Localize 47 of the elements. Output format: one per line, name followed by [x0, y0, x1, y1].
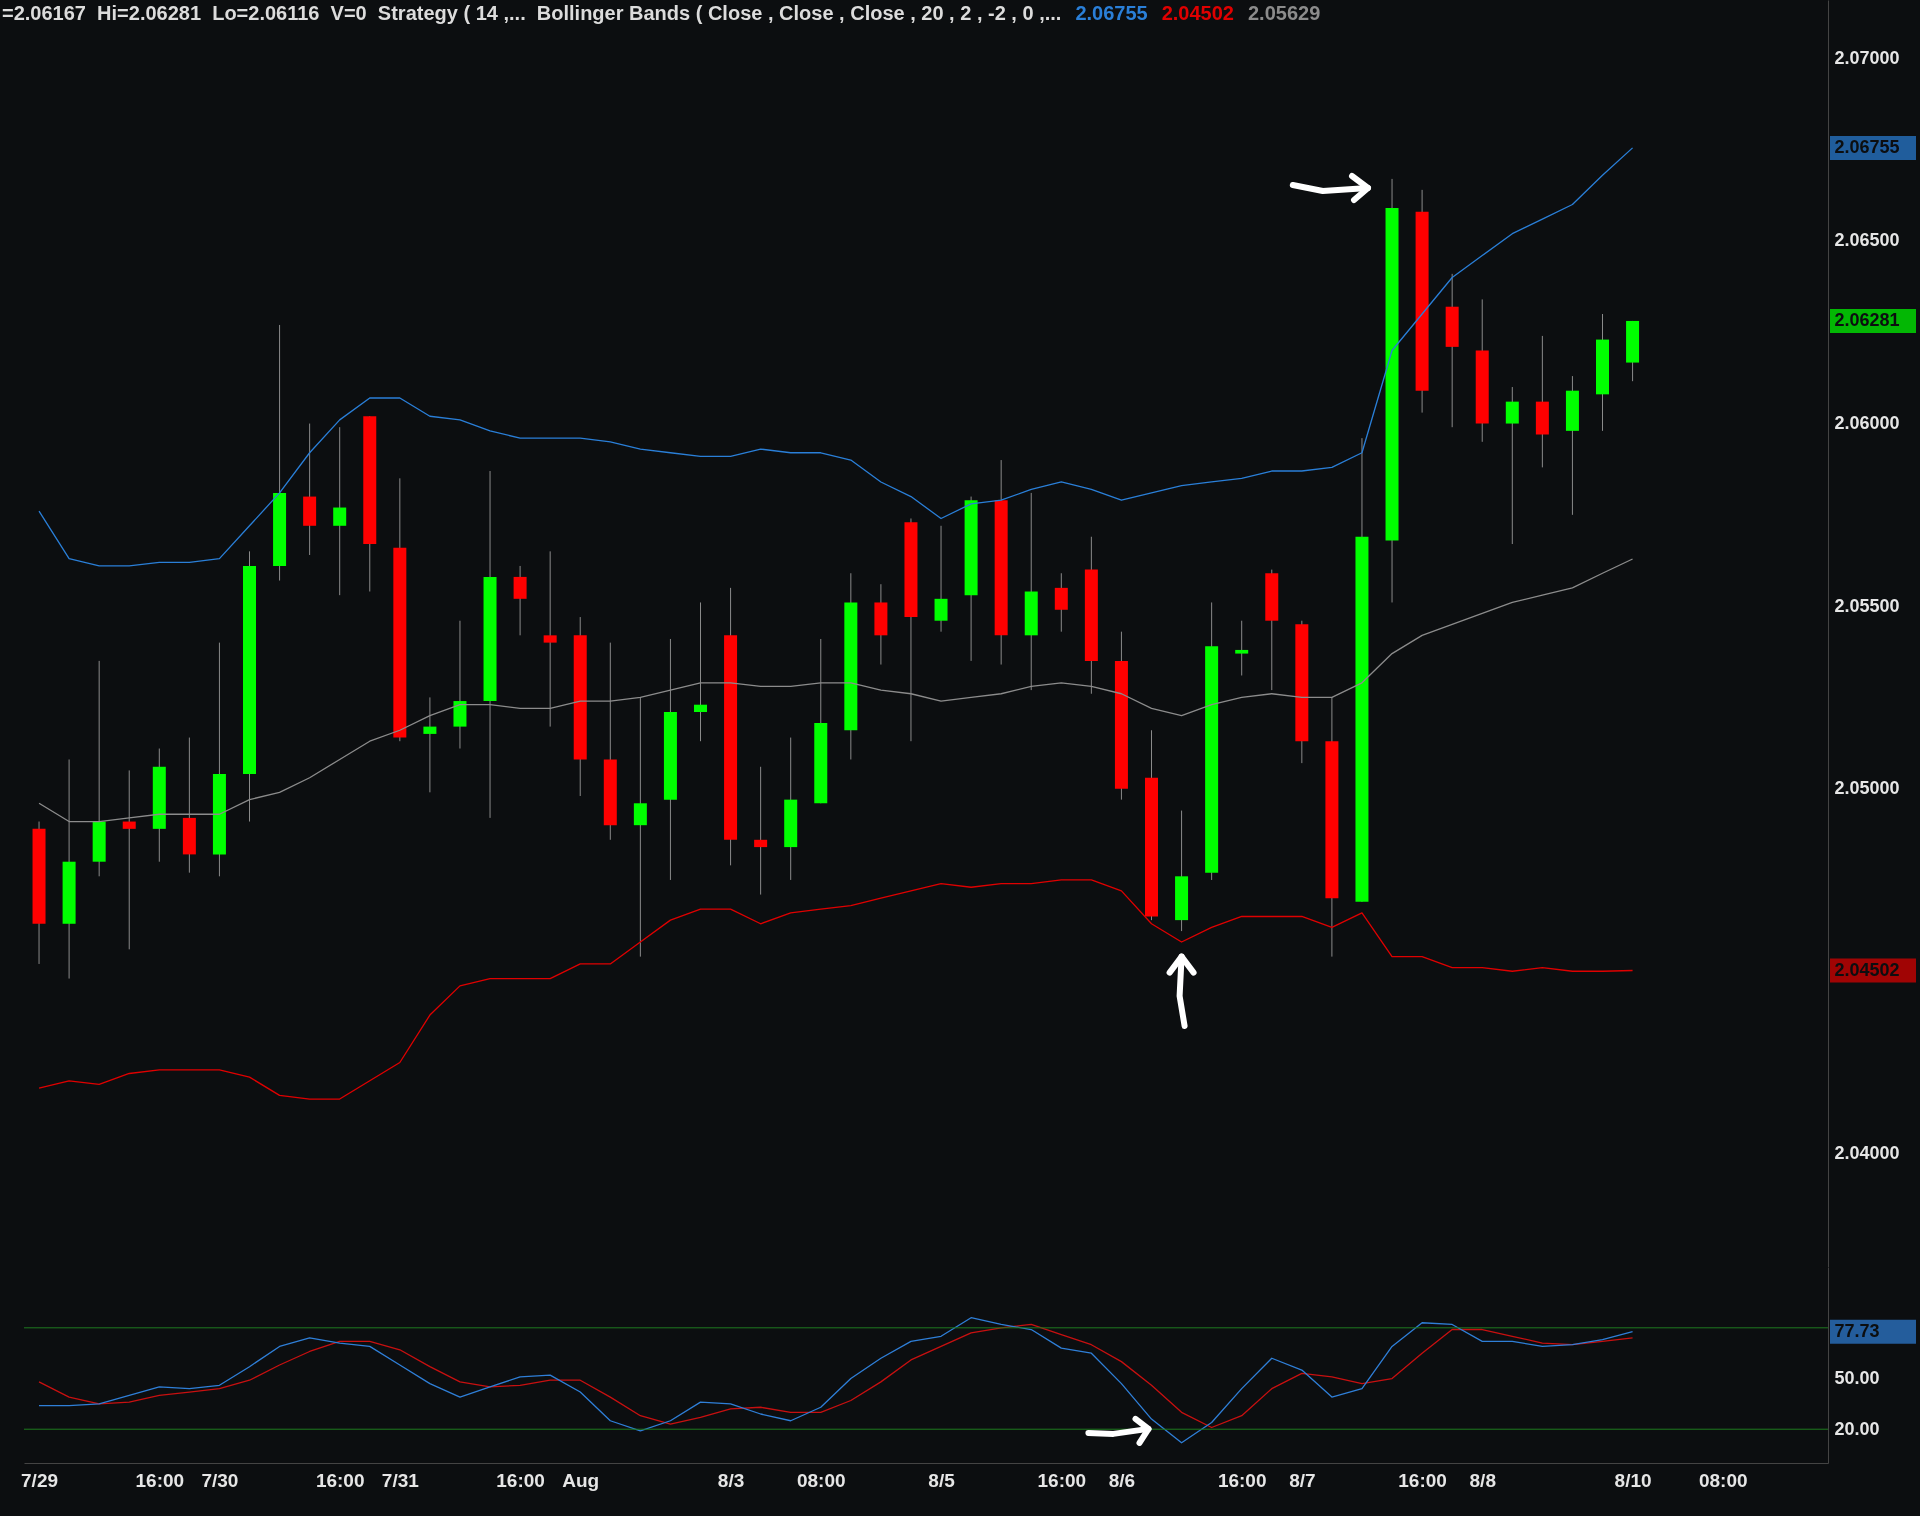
line-series	[38, 1323, 1634, 1429]
candlestick	[934, 525, 948, 633]
y-tick-label: 2.06500	[1834, 230, 1900, 251]
x-tick-label: 7/30	[201, 1469, 239, 1491]
x-tick-label: 08:00	[796, 1469, 846, 1491]
y-tick-label: 2.04000	[1834, 1143, 1900, 1164]
candlestick	[423, 696, 437, 793]
candlestick	[754, 766, 768, 896]
chart-title: =2.06167 Hi=2.06281 Lo=2.06116 V=0 Strategy ( 14 ,... Bollinger Bands ( Close , Close , Close , 20 , 2 , -2 , 0 ,...	[2, 2, 1062, 24]
text: 2.05629	[1247, 2, 1321, 24]
x-tick-label: 7/31	[381, 1469, 420, 1491]
candlestick	[513, 565, 527, 636]
y-tick-label: 2.06281	[1834, 310, 1900, 331]
x-tick-label: 16:00	[315, 1469, 365, 1491]
candlestick	[333, 426, 347, 596]
x-tick-label: 8/8	[1469, 1469, 1496, 1491]
x-tick-label: 8/7	[1289, 1469, 1316, 1491]
x-tick-label: 16:00	[1398, 1469, 1447, 1491]
x-tick-label: 16:00	[135, 1469, 185, 1491]
y-tick-label: 20.00	[1834, 1418, 1880, 1439]
y-tick-label: 2.06755	[1834, 137, 1900, 158]
y-tick-label: 2.05000	[1834, 778, 1900, 799]
x-tick-label: 16:00	[496, 1469, 545, 1491]
candlestick	[1505, 386, 1519, 545]
y-tick-label: 2.04502	[1834, 960, 1900, 981]
text: 2.06755	[1075, 2, 1148, 24]
line-series	[38, 879, 1634, 1100]
y-tick-label: 50.00	[1834, 1368, 1880, 1389]
x-tick-label: Aug	[562, 1469, 600, 1491]
y-tick-label: 77.73	[1834, 1321, 1880, 1342]
x-tick-label: 16:00	[1217, 1469, 1267, 1491]
x-tick-label: 8/10	[1614, 1469, 1652, 1491]
candlestick	[1235, 620, 1249, 676]
x-tick-label: 08:00	[1698, 1469, 1748, 1491]
line-series	[38, 1317, 1634, 1444]
y-tick-label: 2.05500	[1834, 595, 1900, 616]
x-tick-label: 7/29	[21, 1469, 59, 1491]
y-tick-label: 2.06000	[1834, 413, 1900, 434]
x-tick-label: 8/5	[928, 1469, 956, 1491]
x-tick-label: 16:00	[1037, 1469, 1087, 1491]
text: 2.04502	[1161, 2, 1234, 24]
x-tick-label: 8/6	[1108, 1469, 1136, 1491]
candlestick	[1054, 572, 1068, 633]
line-series	[38, 147, 1634, 567]
x-tick-label: 8/3	[717, 1469, 745, 1491]
candlestick	[694, 601, 707, 742]
y-tick-label: 2.07000	[1834, 47, 1900, 68]
